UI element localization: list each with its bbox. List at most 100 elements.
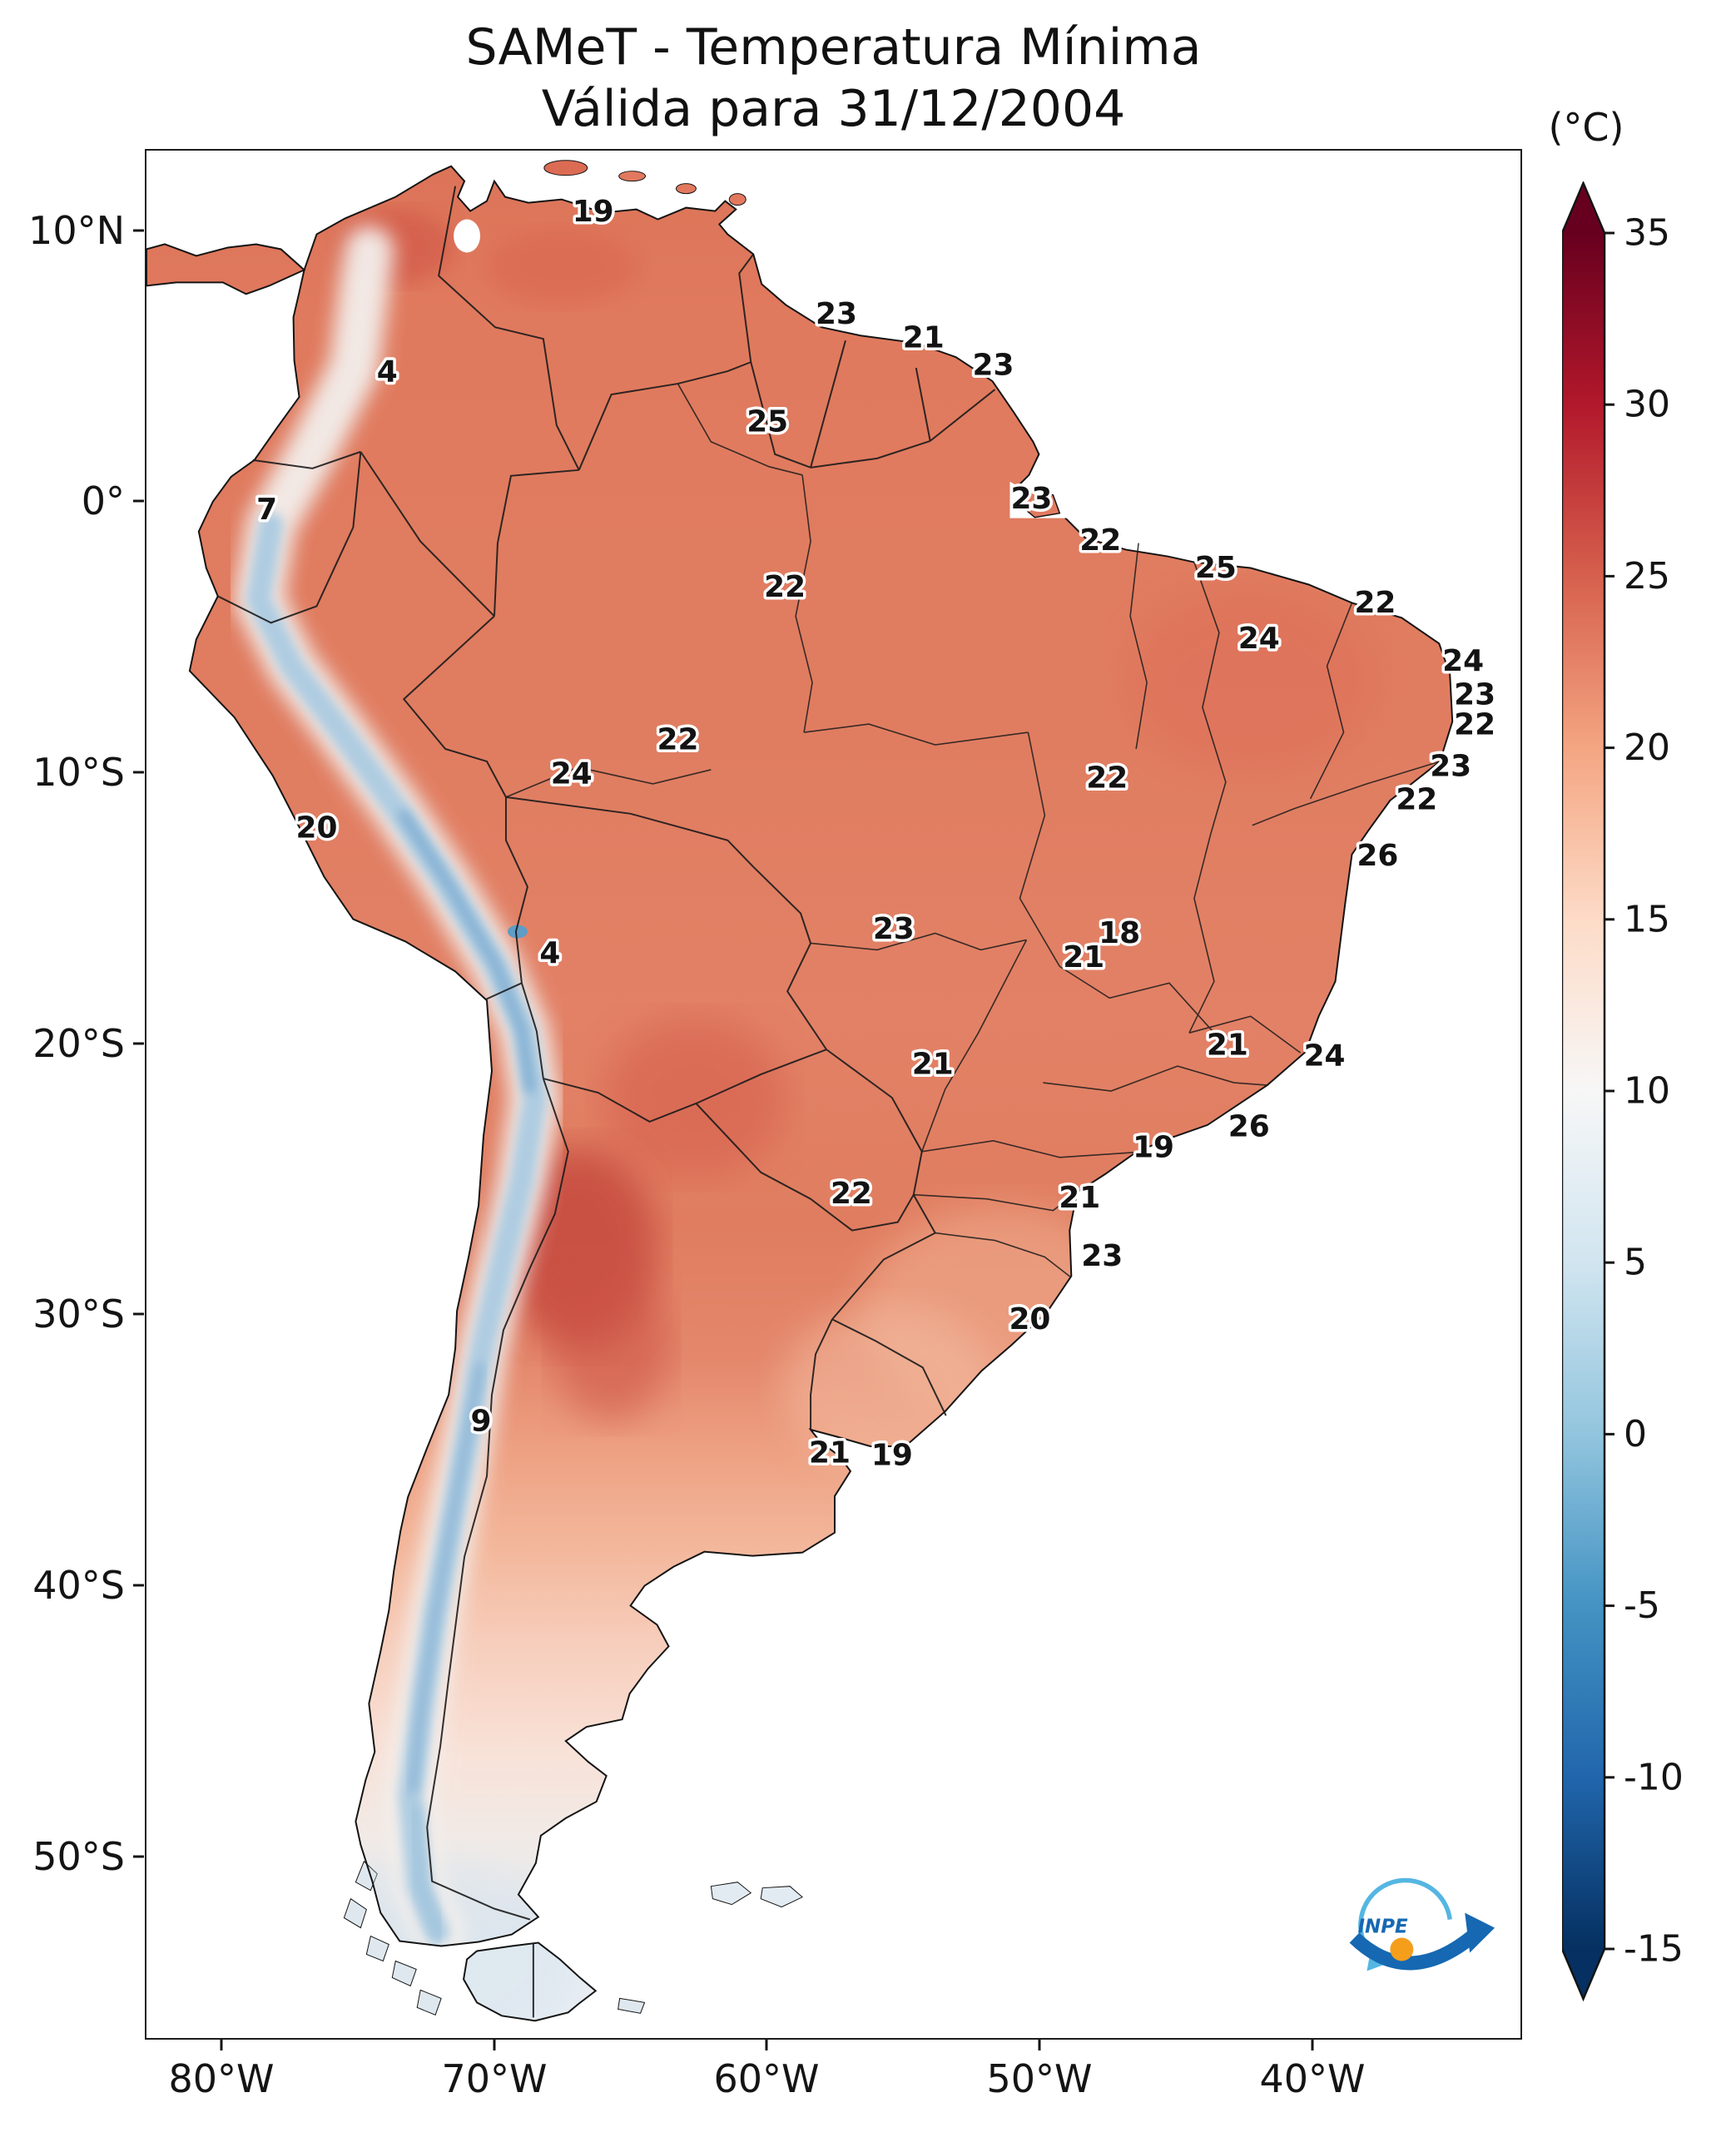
- logo-swoosh-icon: [1349, 1929, 1480, 1971]
- map-plot-area: 19 23 21 23 4 25 7 23 22 25 22 24 22 24 23 22 22 24 22 23 22…: [145, 149, 1522, 2040]
- station-temperature-label: 7: [256, 493, 277, 527]
- colorbar-tick-label: -5: [1624, 1584, 1660, 1627]
- station-temperature-label: 26: [1357, 839, 1398, 873]
- lon-tick-label: 60°W: [713, 2056, 820, 2101]
- station-temperature-label: 23: [1454, 678, 1495, 712]
- station-temperature-label: 25: [746, 404, 788, 439]
- island: [618, 1997, 646, 2014]
- colorbar-tick-label: 30: [1624, 384, 1670, 426]
- colorbar-tick-label: -10: [1624, 1756, 1684, 1798]
- marajo-island: [1019, 488, 1061, 518]
- lon-tick-label: 50°W: [986, 2056, 1093, 2101]
- station-temperature-label: 9: [471, 1405, 492, 1439]
- station-temperature-label: 22: [1396, 782, 1437, 816]
- station-temperature-label: 24: [551, 756, 593, 791]
- lat-tick-mark: [133, 1855, 144, 1858]
- state-borders: [505, 383, 1441, 1278]
- station-temperature-label: 23: [1430, 749, 1471, 783]
- lat-tick-mark: [133, 1584, 144, 1587]
- station-temperature-label: 21: [1063, 940, 1104, 974]
- lat-tick-label: 30°S: [32, 1292, 125, 1336]
- station-temperature-label: 23: [1010, 482, 1052, 516]
- island: [416, 1989, 442, 2016]
- station-temperature-label: 23: [973, 349, 1014, 383]
- station-temperature-label: 24: [1442, 644, 1484, 678]
- title-line-2: Válida para 31/12/2004: [541, 80, 1126, 138]
- lat-tick-label: 10°N: [28, 208, 125, 253]
- falkland-island-east: [760, 1886, 803, 1908]
- lat-tick-label: 0°: [81, 478, 125, 523]
- station-temperature-label: 23: [873, 912, 915, 946]
- colorbar-tick-label: 35: [1624, 212, 1670, 255]
- lat-tick-label: 50°S: [32, 1834, 125, 1879]
- station-temperature-label: 20: [1009, 1302, 1050, 1336]
- lat-tick-mark: [133, 771, 144, 774]
- lon-tick-label: 70°W: [441, 2056, 548, 2101]
- colorbar-tick-label: 5: [1624, 1242, 1647, 1284]
- lat-tick-mark: [133, 1042, 144, 1045]
- island: [365, 1935, 389, 1962]
- caribbean-island: [675, 183, 697, 195]
- title-line-1: SAMeT - Temperatura Mínima: [465, 18, 1202, 77]
- station-temperature-label: 23: [816, 297, 857, 331]
- logo-swoosh-arrowhead-icon: [1465, 1912, 1495, 1953]
- colorbar-tick-label: 0: [1624, 1413, 1647, 1455]
- station-temperature-label: 19: [1133, 1130, 1174, 1164]
- station-temperature-label: 22: [657, 723, 698, 757]
- station-temperature-label: 4: [377, 355, 398, 389]
- island: [343, 1897, 367, 1929]
- caribbean-island: [618, 171, 647, 182]
- continent-fill: [189, 166, 1453, 1946]
- station-temperature-label: 19: [871, 1438, 913, 1472]
- colorbar-gradient: [1562, 233, 1605, 1949]
- lake-maracaibo: [454, 219, 481, 253]
- lon-tick-mark: [765, 2040, 768, 2050]
- colorbar-tick-label: -15: [1624, 1928, 1684, 1971]
- station-temperature-label: 21: [809, 1435, 851, 1470]
- boundaries: [217, 186, 1441, 2018]
- station-temperature-label: 18: [1099, 916, 1140, 950]
- logo-orange-dot-icon: [1390, 1937, 1414, 1961]
- station-temperature-label: 22: [1079, 523, 1121, 558]
- colorbar-tick-label: 10: [1624, 1070, 1670, 1113]
- lake-titicaca: [507, 925, 528, 939]
- figure-title: SAMeT - Temperatura Mínima Válida para 3…: [145, 17, 1522, 140]
- station-temperature-label: 21: [912, 1048, 954, 1082]
- station-temperature-label: 24: [1238, 622, 1280, 656]
- station-temperature-label: 22: [831, 1177, 872, 1211]
- station-temperature-label: 25: [1195, 551, 1237, 585]
- temperature-field: [233, 209, 1376, 2021]
- inpe-logo: INPE: [1349, 1877, 1495, 1971]
- station-temperature-label: 22: [764, 570, 806, 604]
- colorbar-tick-label: 20: [1624, 726, 1670, 769]
- station-temperature-label: 20: [296, 811, 338, 845]
- lon-tick-label: 40°W: [1259, 2056, 1366, 2101]
- colorbar-under-cap: [1562, 1949, 1605, 1999]
- lat-tick-label: 20°S: [32, 1021, 125, 1066]
- lat-tick-mark: [133, 1312, 144, 1316]
- lat-tick-label: 40°S: [32, 1563, 125, 1608]
- falkland-island-west: [710, 1882, 752, 1906]
- lon-tick-label: 80°W: [168, 2056, 275, 2101]
- trinidad-island: [728, 193, 746, 206]
- station-temperature-label: 24: [1304, 1039, 1346, 1074]
- logo-text: INPE: [1357, 1916, 1408, 1938]
- colorbar-over-cap: [1562, 183, 1605, 233]
- landmass: [146, 160, 1453, 2021]
- lat-tick-label: 10°S: [32, 750, 125, 795]
- station-temperature-label: 22: [1354, 586, 1396, 620]
- lat-tick-mark: [133, 229, 144, 232]
- station-temperature-label: 22: [1086, 761, 1128, 795]
- island: [391, 1960, 417, 1987]
- central-america-strip: [146, 244, 305, 295]
- colorbar-unit-label: (°C): [1548, 105, 1624, 150]
- colorbar: 35 30 25 20 15 10 5 0 -5 -10 -15: [1562, 181, 1684, 2002]
- station-temperature-label: 19: [573, 195, 614, 229]
- station-temperature-label: 21: [903, 321, 945, 355]
- station-temperature-label: 22: [1454, 708, 1495, 742]
- station-temperature-label: 23: [1081, 1239, 1123, 1273]
- colorbar-ticks: 35 30 25 20 15 10 5 0 -5 -10 -15: [1605, 212, 1684, 1971]
- lat-tick-mark: [133, 499, 144, 503]
